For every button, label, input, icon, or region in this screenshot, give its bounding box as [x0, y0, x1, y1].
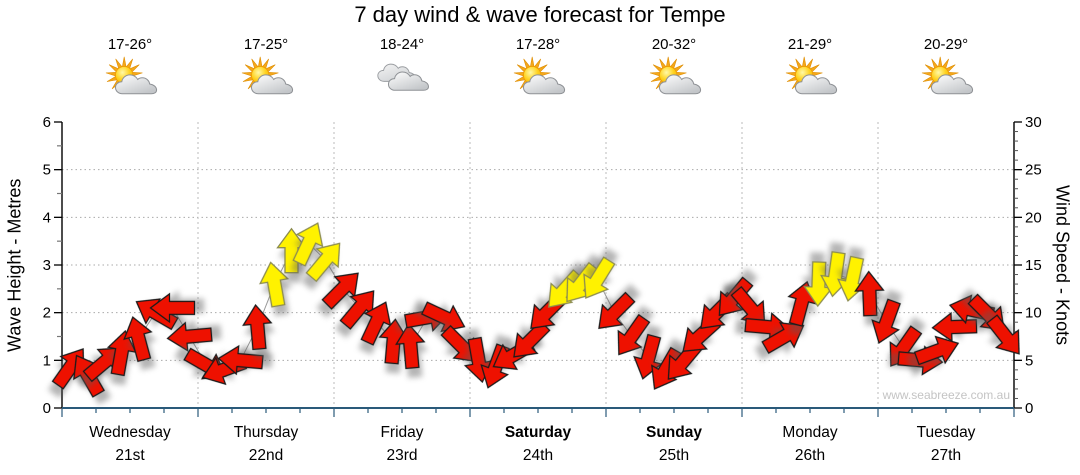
wave-height-tick-label: 3 — [43, 257, 51, 274]
partly-cloudy-icon — [785, 56, 838, 95]
wind-arrow — [135, 298, 179, 331]
weather-icon-slot — [334, 56, 470, 106]
right-axis-ticks: 0 5 10 15 20 25 30 — [1014, 114, 1042, 417]
weather-icon-slot — [198, 56, 334, 106]
wind-arrow — [420, 301, 466, 333]
wind-arrow — [598, 291, 636, 330]
temperature-range: 17-26° — [107, 36, 153, 53]
partly-cloudy-icon — [105, 56, 158, 95]
wind-arrow — [259, 261, 290, 308]
wind-arrow — [761, 322, 805, 355]
date-label: 22nd — [249, 447, 283, 464]
day-header: 17-28° — [470, 36, 606, 106]
wave-height-tick-label: 4 — [43, 209, 51, 226]
wind-arrow — [871, 298, 901, 344]
date-label: 21st — [115, 447, 145, 464]
cloud — [114, 74, 158, 95]
day-header: 17-25° — [198, 36, 334, 106]
date-label: 23rd — [386, 447, 417, 464]
wind-arrow — [166, 321, 213, 352]
x-axis-ticks — [61, 409, 1015, 417]
watermark: www.seabreeze.com.au — [882, 388, 1010, 402]
wind-speed-tick-label: 30 — [1025, 114, 1042, 131]
day-label: Wednesday — [89, 424, 171, 441]
wind-speed-tick-label: 20 — [1025, 209, 1042, 226]
wave-height-tick-label: 0 — [43, 400, 51, 417]
partly-cloudy-icon — [921, 56, 974, 95]
x-axis-day-labels: Wednesday 21st Thursday 22nd Friday 23rd Satur… — [89, 424, 975, 464]
wind-arrow — [123, 316, 153, 363]
day-label: Saturday — [505, 424, 572, 441]
wind-arrow-series — [51, 222, 1020, 398]
cloud — [522, 74, 566, 95]
wind-arrow — [583, 256, 616, 299]
partly-cloudy-icon — [241, 56, 294, 95]
cloud — [794, 74, 838, 95]
cloudy-icon — [377, 63, 429, 91]
wind-arrow — [395, 322, 426, 370]
wind-speed-tick-label: 10 — [1025, 305, 1042, 322]
cloud — [930, 74, 974, 95]
wind-arrow — [617, 313, 651, 356]
temperature-range: 17-28° — [515, 36, 561, 53]
date-label: 27th — [931, 447, 961, 464]
wind-speed-tick-label: 0 — [1025, 400, 1033, 417]
temperature-range: 20-32° — [651, 36, 697, 53]
day-header: 20-29° — [878, 36, 1014, 106]
wave-height-tick-label: 5 — [43, 162, 51, 179]
day-header: 20-32° — [606, 36, 742, 106]
wind-speed-tick-label: 25 — [1025, 162, 1042, 179]
wind-speed-tick-label: 15 — [1025, 257, 1042, 274]
wind-arrow — [217, 344, 264, 376]
date-label: 24th — [523, 447, 553, 464]
day-label: Monday — [782, 424, 837, 441]
temperature-range: 17-25° — [243, 36, 289, 53]
wind-arrow — [149, 292, 196, 324]
wind-arrow — [242, 303, 273, 351]
wind-arrow — [854, 270, 885, 317]
page-title: 7 day wind & wave forecast for Tempe — [354, 2, 726, 27]
cloud — [250, 74, 294, 95]
day-header: 17-26° — [62, 36, 198, 106]
wave-height-tick-label: 1 — [43, 352, 51, 369]
cloud-front — [387, 71, 429, 91]
day-label: Sunday — [646, 424, 702, 441]
cloud — [658, 74, 702, 95]
partly-cloudy-icon — [513, 56, 566, 95]
right-axis-title: Wind Speed - Knots — [1052, 184, 1073, 346]
day-label: Tuesday — [917, 424, 976, 441]
wind-arrow — [651, 346, 684, 390]
temperature-range: 20-29° — [923, 36, 969, 53]
temperature-range: 21-29° — [787, 36, 833, 53]
day-label: Thursday — [234, 424, 299, 441]
date-label: 25th — [659, 447, 689, 464]
temperature-range: 18-24° — [379, 36, 425, 53]
weather-icon-slot — [470, 56, 606, 106]
weather-icon-slot — [878, 56, 1014, 106]
weather-icon-slot — [606, 56, 742, 106]
day-label: Friday — [380, 424, 423, 441]
day-header: 18-24° — [334, 36, 470, 106]
date-label: 26th — [795, 447, 825, 464]
wind-arrow — [548, 269, 584, 308]
wind-arrow — [360, 301, 392, 346]
wind-arrow — [305, 242, 341, 283]
day-header: 21-29° — [742, 36, 878, 106]
wave-height-tick-label: 6 — [43, 114, 51, 131]
wind-arrow — [913, 335, 960, 366]
wind-speed-tick-label: 5 — [1025, 352, 1033, 369]
weather-icon-slot — [742, 56, 878, 106]
wave-height-tick-label: 2 — [43, 305, 51, 322]
wind-arrow — [106, 329, 137, 377]
partly-cloudy-icon — [649, 56, 702, 95]
wind-arrow — [985, 314, 1020, 355]
weather-icon-slot — [62, 56, 198, 106]
wind-arrow — [292, 222, 324, 267]
wind-arrow — [730, 285, 766, 326]
